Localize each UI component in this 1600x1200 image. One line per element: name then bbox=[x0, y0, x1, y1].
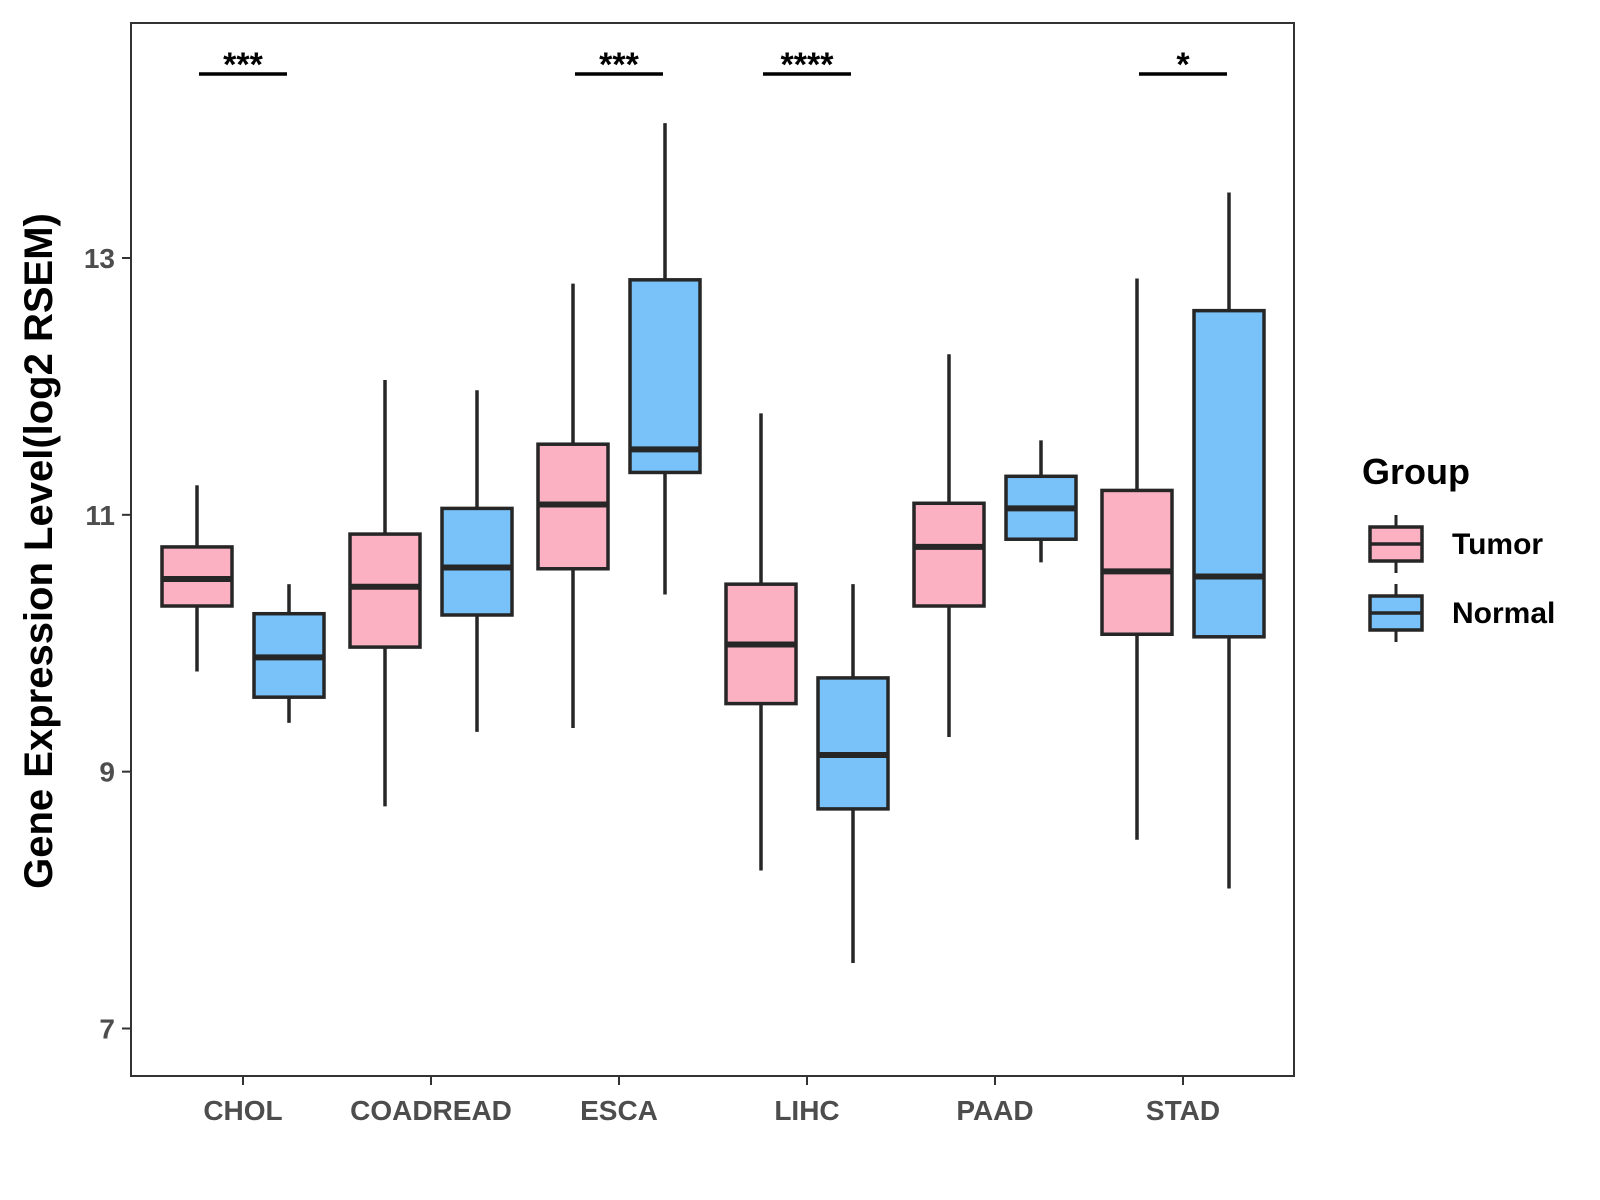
legend-entry-tumor: Tumor bbox=[1368, 515, 1543, 573]
significance-esca: *** bbox=[575, 46, 663, 84]
y-tick-label: 13 bbox=[84, 243, 115, 274]
y-tick-label: 7 bbox=[99, 1013, 115, 1044]
box-iqr bbox=[1100, 488, 1174, 637]
box-tumor-stad bbox=[1100, 278, 1174, 840]
box-normal-chol bbox=[252, 584, 326, 723]
significance-label: *** bbox=[599, 46, 639, 84]
legend-label: Tumor bbox=[1452, 528, 1543, 561]
legend: Group Tumor Normal bbox=[1362, 451, 1555, 642]
box-normal-stad bbox=[1192, 192, 1266, 889]
box-iqr bbox=[440, 506, 514, 617]
x-tick-label: COADREAD bbox=[350, 1095, 512, 1126]
y-tick-label: 9 bbox=[99, 757, 115, 788]
x-tick-label: STAD bbox=[1146, 1095, 1220, 1126]
box-tumor-lihc bbox=[724, 413, 798, 871]
box-iqr bbox=[816, 676, 890, 811]
legend-title: Group bbox=[1362, 451, 1470, 492]
x-tick-label: CHOL bbox=[203, 1095, 282, 1126]
box-normal-coadread bbox=[440, 390, 514, 732]
box-normal-esca bbox=[628, 123, 702, 595]
plot-area: *** *** **** * bbox=[160, 46, 1266, 963]
legend-entry-normal: Normal bbox=[1368, 584, 1555, 642]
box-tumor-coadread bbox=[348, 379, 422, 807]
significance-lihc: **** bbox=[763, 46, 851, 84]
axes: 7 9 11 13 CHOL COADREAD ESCA LIHC PAAD STAD bbox=[84, 243, 1220, 1126]
significance-label: **** bbox=[781, 46, 835, 84]
box-iqr bbox=[1192, 308, 1266, 639]
box-iqr bbox=[912, 501, 986, 608]
plot-panel-border bbox=[130, 22, 1295, 1077]
box-normal-paad bbox=[1004, 440, 1078, 563]
box-tumor-chol bbox=[160, 485, 234, 672]
significance-stad: * bbox=[1139, 46, 1227, 84]
box-tumor-esca bbox=[536, 283, 610, 728]
x-tick-label: PAAD bbox=[956, 1095, 1033, 1126]
box-tumor-paad bbox=[912, 354, 986, 737]
box-iqr bbox=[348, 532, 422, 649]
y-tick-label: 11 bbox=[85, 500, 115, 531]
box-normal-lihc bbox=[816, 584, 890, 963]
significance-label: * bbox=[1176, 46, 1190, 84]
legend-label: Normal bbox=[1452, 597, 1555, 630]
x-tick-label: LIHC bbox=[774, 1095, 839, 1126]
box-iqr bbox=[628, 278, 702, 475]
significance-label: *** bbox=[223, 46, 263, 84]
x-tick-label: ESCA bbox=[580, 1095, 658, 1126]
significance-chol: *** bbox=[199, 46, 287, 84]
y-axis-title: Gene Expression Level(log2 RSEM) bbox=[17, 213, 61, 889]
